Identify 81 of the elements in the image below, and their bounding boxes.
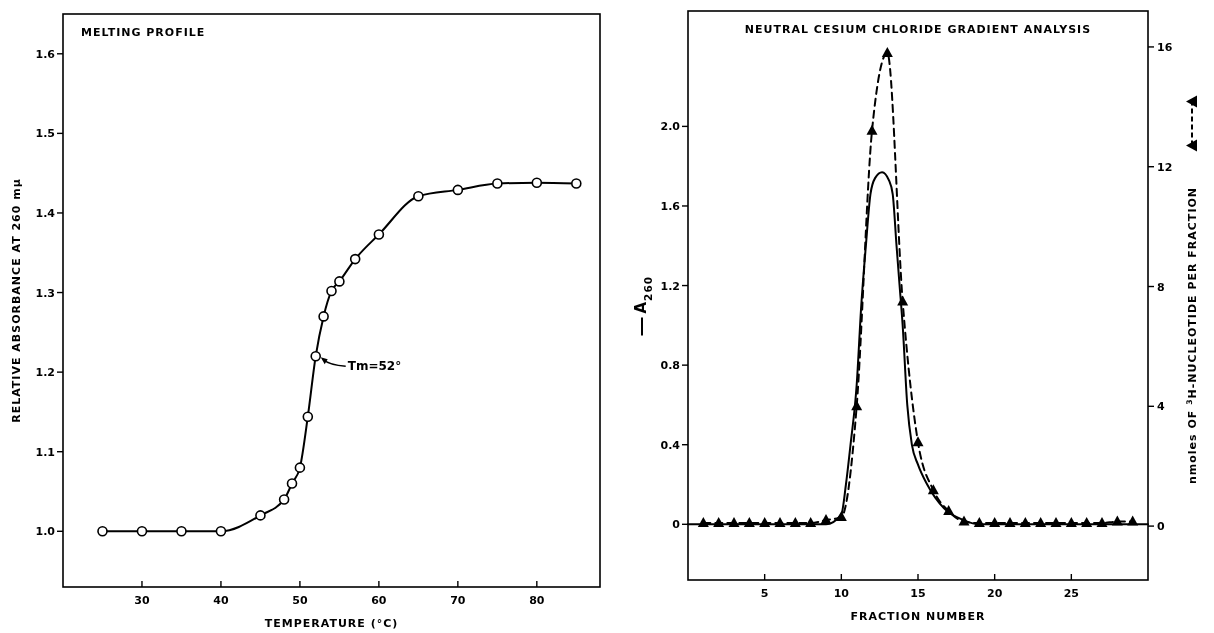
- point: [373, 229, 385, 240]
- point: [881, 46, 893, 57]
- point: [759, 517, 771, 528]
- point: [452, 184, 464, 196]
- y-tick-label: 1.2: [35, 366, 55, 380]
- point: [1111, 515, 1123, 526]
- point: [531, 177, 543, 189]
- point: [286, 478, 298, 489]
- point: [294, 462, 306, 473]
- x-tick-label: 40: [213, 594, 229, 607]
- x-tick-label: 80: [529, 594, 545, 607]
- point: [774, 517, 786, 528]
- y-tick-label: 0: [672, 518, 681, 532]
- annotation: Tm=52°: [347, 359, 402, 374]
- x-tick-label: 25: [1063, 587, 1079, 600]
- point: [413, 190, 424, 202]
- point: [897, 295, 909, 306]
- x-tick-label: 5: [760, 587, 769, 600]
- y2-tick-label: 12: [1157, 160, 1173, 174]
- x-axis-title: FRACTION NUMBER: [850, 610, 986, 623]
- y-tick-label: 1.1: [35, 445, 55, 459]
- y-tick-label: 0.4: [660, 438, 681, 452]
- point: [866, 124, 878, 135]
- point: [943, 505, 955, 516]
- point: [97, 525, 108, 537]
- point: [1035, 517, 1047, 528]
- point: [697, 517, 709, 528]
- x-tick-label: 70: [450, 594, 466, 607]
- y-tick-label: 1.0: [35, 525, 56, 539]
- point: [326, 285, 337, 297]
- y-tick-label: 1.6: [35, 47, 56, 61]
- point: [1019, 517, 1031, 528]
- x-tick-label: 15: [910, 587, 926, 600]
- point: [1004, 517, 1016, 528]
- point: [492, 178, 503, 189]
- point: [713, 517, 725, 528]
- y-tick-label: 1.6: [660, 199, 681, 213]
- y-tick-label: 1.2: [660, 279, 680, 293]
- y2-tick-label: 8: [1157, 280, 1165, 294]
- point: [728, 517, 740, 528]
- point: [805, 517, 817, 528]
- point: [318, 311, 329, 322]
- point: [1065, 517, 1077, 528]
- y2-tick-label: 4: [1157, 400, 1165, 414]
- x-tick-label: 10: [833, 587, 850, 600]
- x-tick-label: 20: [987, 587, 1003, 600]
- point: [927, 484, 939, 495]
- point: [989, 517, 1001, 528]
- text: NEUTRAL CESIUM CHLORIDE GRADIENT ANALYSIS: [744, 23, 1092, 36]
- y-tick-label: 0.8: [660, 359, 680, 373]
- point: [912, 436, 924, 447]
- point: [835, 511, 847, 522]
- x-axis-title: TEMPERATURE (°C): [264, 617, 399, 630]
- point: [176, 525, 187, 537]
- y-tick-label: 1.3: [35, 286, 55, 300]
- y-tick-label: 1.5: [35, 127, 55, 141]
- y2-tick-label: 16: [1157, 40, 1173, 54]
- point: [789, 517, 801, 528]
- x-tick-label: 30: [134, 594, 150, 607]
- x-tick-label: 50: [292, 594, 308, 607]
- point: [310, 350, 322, 362]
- point: [1127, 515, 1139, 526]
- point: [743, 517, 755, 528]
- point: [136, 525, 148, 537]
- y-axis-title: RELATIVE ABSORBANCE AT 260 mμ: [10, 178, 23, 423]
- point: [571, 178, 582, 189]
- y-tick-label: 2.0: [660, 120, 681, 134]
- y-tick-label: 1.4: [35, 206, 56, 220]
- point: [1096, 517, 1108, 528]
- point: [1050, 517, 1062, 528]
- text: MELTING PROFILE: [81, 26, 206, 39]
- point: [1081, 517, 1093, 528]
- point: [302, 411, 314, 422]
- y2-tick-label: 0: [1157, 520, 1165, 534]
- point: [334, 276, 345, 287]
- x-tick-label: 60: [371, 594, 387, 607]
- point: [278, 494, 290, 505]
- point: [820, 514, 832, 525]
- point: [349, 253, 361, 265]
- point: [255, 510, 266, 521]
- point: [215, 525, 227, 537]
